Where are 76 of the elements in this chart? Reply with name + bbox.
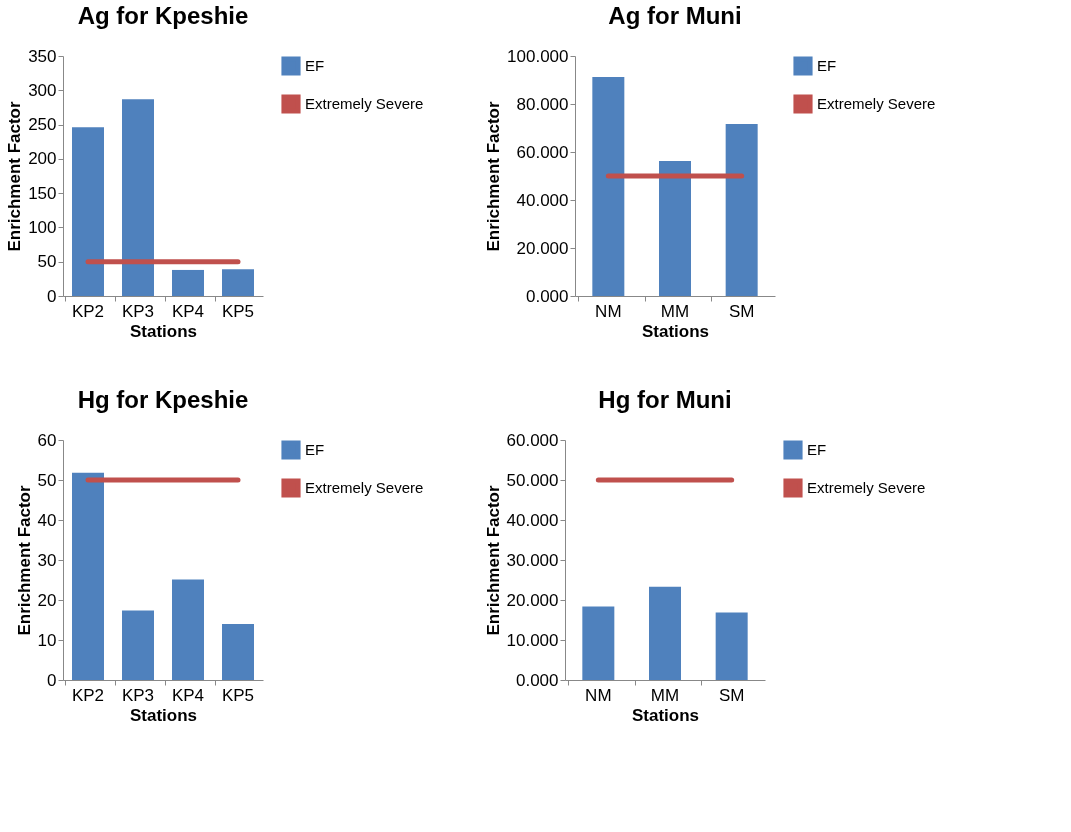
y-tick-label: 60 [37,430,57,450]
y-tick-label: 0.000 [515,670,559,690]
bar [72,472,104,680]
x-tick-label: KP3 [121,685,155,705]
bar [122,99,154,296]
legend-label: EF [807,441,827,458]
x-tick-label: KP5 [221,685,255,705]
y-axis-title: Enrichment Factor [483,485,503,636]
y-tick-label: 100 [28,217,57,237]
y-tick-label: 60.000 [516,142,569,162]
x-axis-title: Stations [631,705,700,725]
x-axis-title: Stations [129,321,198,341]
chart-title: Ag for Kpeshie [77,2,249,29]
y-tick-label: 20.000 [516,238,569,258]
y-tick-label: 40 [37,510,57,530]
bar [172,579,204,680]
legend-label: EF [305,441,325,458]
x-tick-label: SM [728,301,755,321]
y-tick-label: 350 [28,46,57,66]
bar [582,606,615,680]
bar [122,610,154,680]
bar [659,160,691,296]
y-tick-label: 30.000 [506,550,559,570]
bar [715,612,748,680]
y-axis-title: Enrichment Factor [484,101,504,252]
y-tick-label: 60.000 [506,430,559,450]
x-tick-label: KP2 [71,301,105,321]
legend-label: Extremely Severe [807,479,926,496]
y-tick-label: 0 [47,670,57,690]
y-tick-label: 0.000 [525,286,569,306]
y-tick-label: 40.000 [516,190,569,210]
y-axis-title: Enrichment Factor [14,485,34,636]
chart-title: Hg for Kpeshie [77,386,249,413]
legend-label: Extremely Severe [305,479,424,496]
chart-title: Ag for Muni [608,2,742,29]
x-tick-label: KP2 [71,685,105,705]
y-tick-label: 250 [28,115,57,135]
x-tick-label: KP4 [171,685,205,705]
x-tick-label: KP5 [221,301,255,321]
x-axis-title: Stations [641,321,710,341]
x-tick-label: SM [718,685,745,705]
bar [725,123,758,296]
y-axis-title: Enrichment Factor [5,101,25,252]
chart-title: Hg for Muni [598,386,732,413]
y-tick-label: 10 [37,630,57,650]
x-tick-label: KP3 [121,301,155,321]
x-tick-label: NM [585,685,612,705]
legend-label: EF [817,57,837,74]
y-tick-label: 50 [37,252,57,272]
y-tick-label: 80.000 [516,94,569,114]
x-tick-label: MM [660,301,690,321]
bar [649,586,681,680]
bar [172,269,204,296]
legend-label: Extremely Severe [305,95,424,112]
y-tick-label: 20 [37,590,57,610]
bar [222,624,254,680]
y-tick-label: 200 [28,149,57,169]
bar [72,127,104,296]
y-tick-label: 150 [28,183,57,203]
bar [222,269,254,296]
bar [592,76,625,296]
x-axis-title: Stations [129,705,198,725]
y-tick-label: 50.000 [506,470,559,490]
y-tick-label: 10.000 [506,630,559,650]
y-tick-label: 300 [28,80,57,100]
x-tick-label: NM [595,301,622,321]
y-tick-label: 0 [47,286,57,306]
y-tick-label: 40.000 [506,510,559,530]
y-tick-label: 30 [37,550,57,570]
y-tick-label: 20.000 [506,590,559,610]
x-tick-label: MM [650,685,680,705]
x-tick-label: KP4 [171,301,205,321]
y-tick-label: 50 [37,470,57,490]
y-tick-label: 100.000 [507,46,569,66]
legend-label: Extremely Severe [817,95,936,112]
legend-label: EF [305,57,325,74]
